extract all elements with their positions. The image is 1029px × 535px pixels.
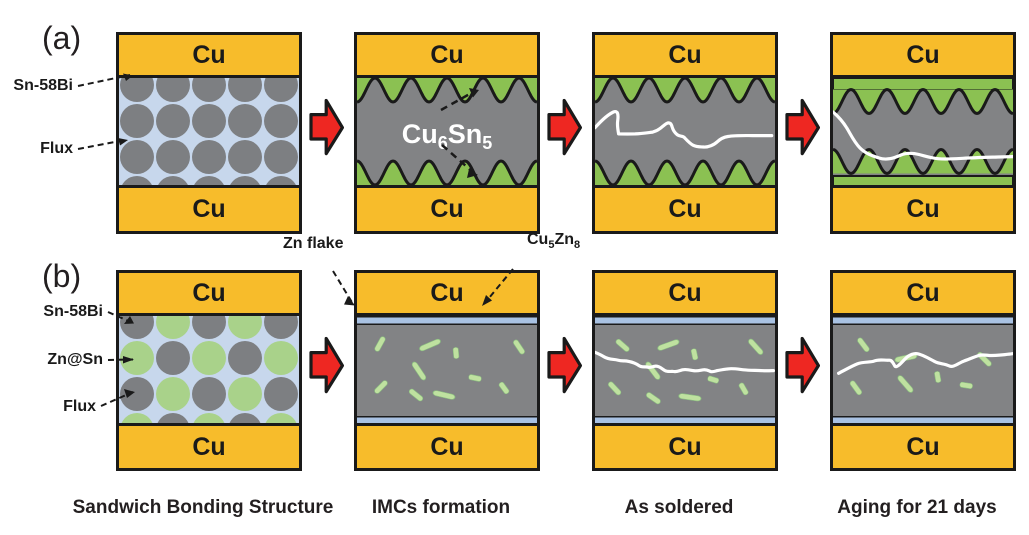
svg-text:Zn flake: Zn flake xyxy=(283,235,344,252)
svg-text:Flux: Flux xyxy=(40,140,73,157)
svg-text:Sn-58Bi: Sn-58Bi xyxy=(43,303,103,320)
svg-text:Sn-58Bi: Sn-58Bi xyxy=(13,77,73,94)
svg-text:Flux: Flux xyxy=(63,398,96,415)
svg-text:Zn@Sn: Zn@Sn xyxy=(47,351,103,368)
svg-text:Cu5Zn8: Cu5Zn8 xyxy=(527,231,580,251)
